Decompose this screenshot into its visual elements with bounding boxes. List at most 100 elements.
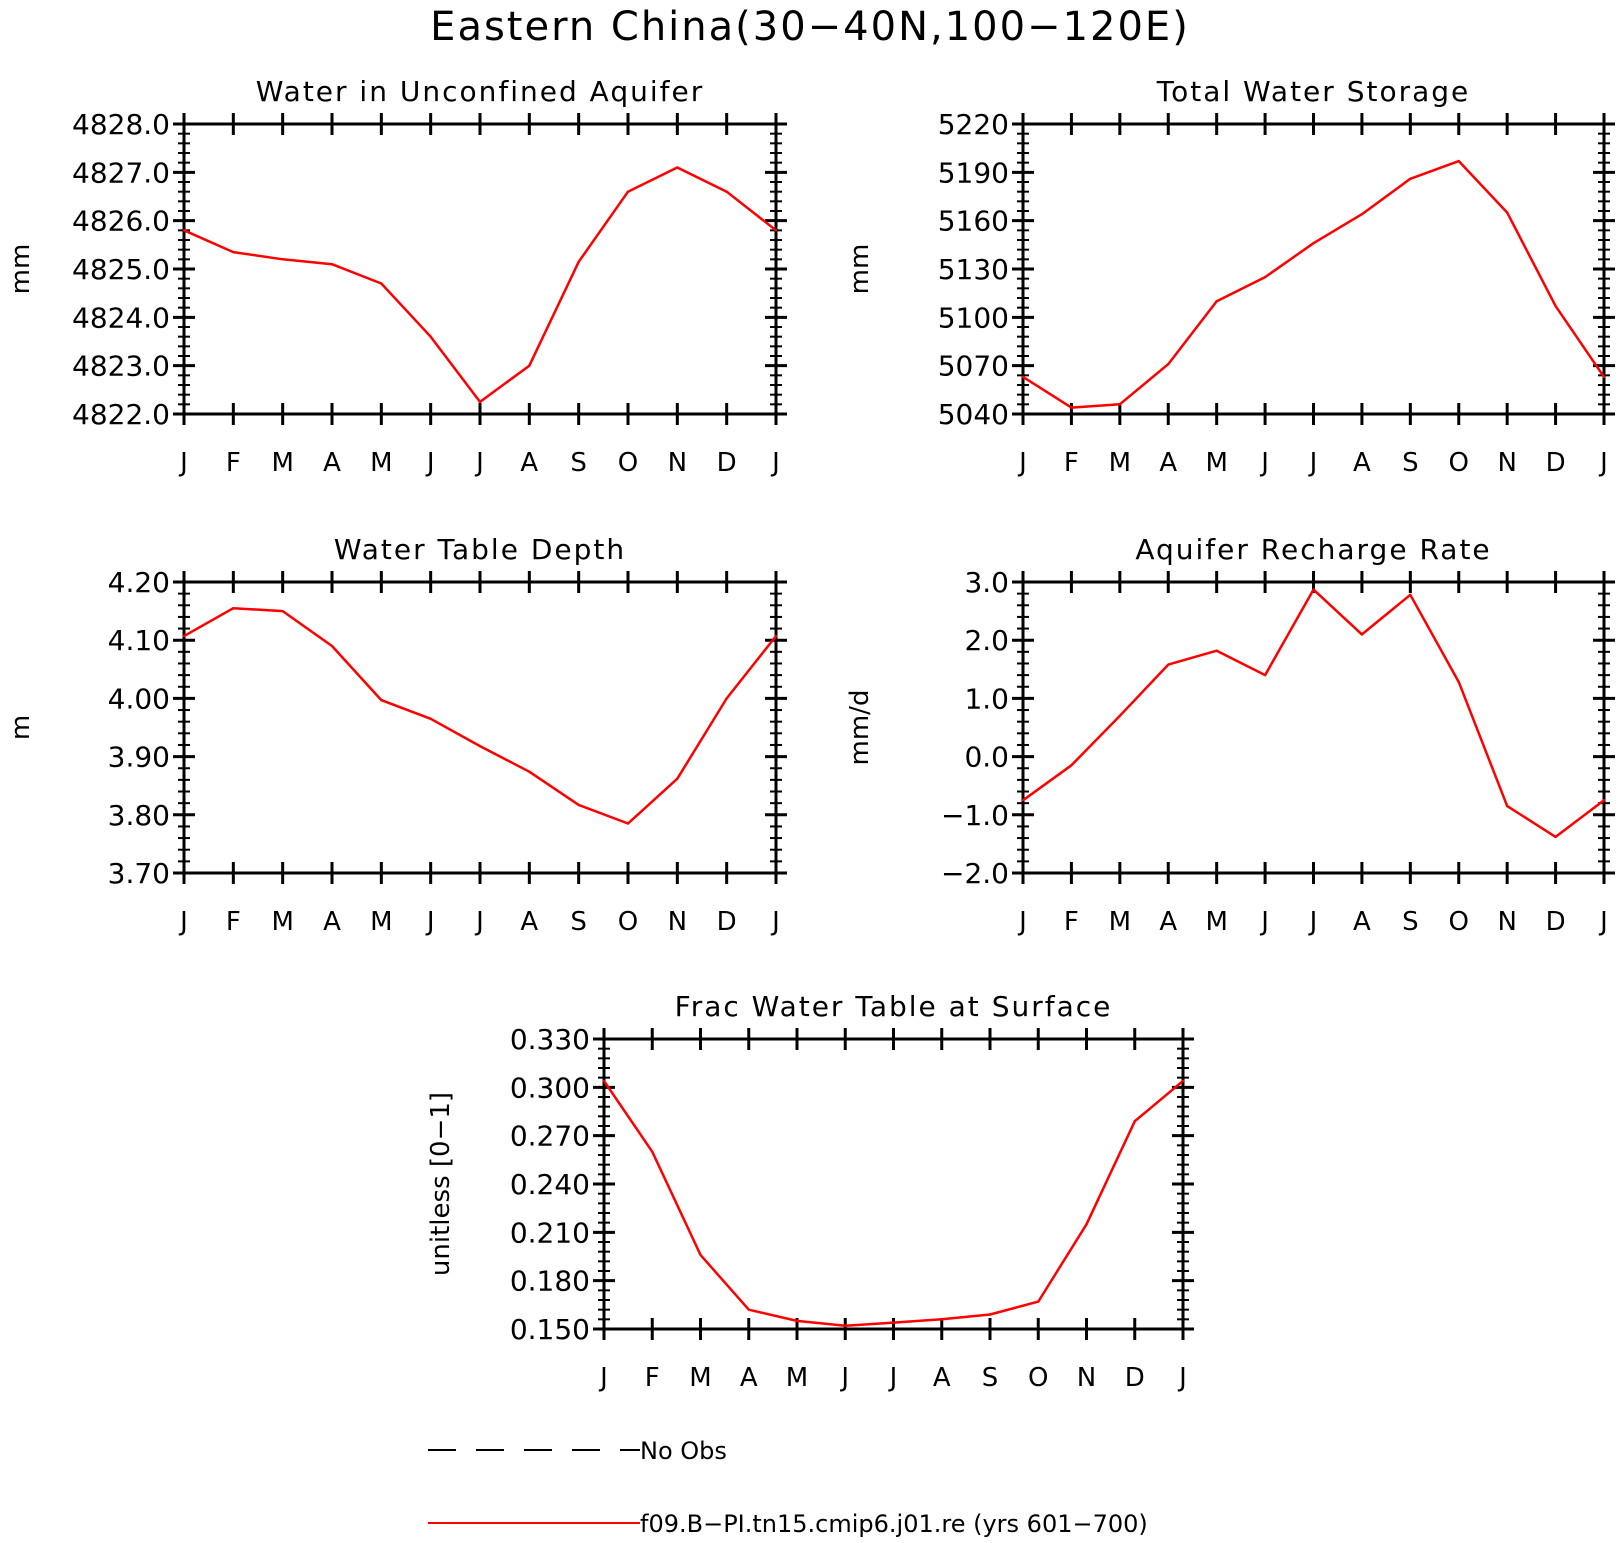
data-point (602, 1079, 606, 1083)
y-tick-label: 4822.0 (72, 398, 170, 431)
y-tick-label: 2.0 (964, 624, 1009, 657)
y-tick-label: 0.150 (510, 1313, 590, 1346)
data-point (626, 190, 630, 193)
data-point (1312, 242, 1315, 245)
data-point (528, 364, 531, 367)
x-tick-label: J (178, 448, 188, 478)
data-point (1312, 588, 1315, 591)
x-tick-label: J (888, 1363, 898, 1393)
data-point (478, 744, 482, 748)
series-line (1022, 588, 1605, 839)
y-axis-label: mm/d (845, 690, 875, 766)
y-tick-label: 0.270 (510, 1120, 590, 1153)
y-tick-label: 5070 (938, 350, 1009, 383)
data-point (1021, 375, 1025, 379)
data-point (182, 634, 186, 638)
x-tick-label: J (1017, 448, 1027, 478)
y-tick-label: 4828.0 (72, 108, 170, 141)
x-tick-label: O (618, 907, 638, 937)
data-point (1263, 673, 1267, 677)
x-tick-label: M (271, 907, 293, 937)
x-tick-label: O (618, 448, 638, 478)
chart-panel-4: Aquifer Recharge Rate −2.0 −1.0 0.0 1.0 2.0 3.… (845, 533, 1615, 937)
data-point (1181, 1079, 1185, 1083)
x-tick-label: N (668, 448, 687, 478)
x-tick-label: J (1308, 448, 1318, 478)
x-tick-label: N (1497, 448, 1516, 478)
y-tick-label: 4823.0 (72, 350, 170, 383)
data-point (1118, 714, 1122, 718)
plot-frame (182, 580, 778, 875)
data-point (1215, 649, 1218, 652)
data-point (725, 697, 728, 700)
data-point (1215, 300, 1218, 303)
x-tick-label: S (570, 448, 587, 478)
x-tick-label: S (1402, 907, 1419, 937)
y-tick-label: 5100 (938, 301, 1009, 334)
data-point (528, 770, 531, 773)
panel-title: Frac Water Table at Surface (675, 990, 1113, 1023)
data-point (1554, 304, 1557, 308)
x-tick-label: A (1353, 448, 1371, 478)
y-tick-label: 1.0 (964, 682, 1009, 715)
x-tick-label: O (1449, 448, 1469, 478)
data-point (478, 400, 482, 404)
x-tick-label: A (1159, 448, 1177, 478)
x-tick-label: F (1064, 448, 1079, 478)
y-axis-label: m (6, 715, 36, 740)
series-line (183, 606, 777, 825)
data-point (1037, 1300, 1040, 1303)
y-axis-label: mm (6, 244, 36, 295)
series-line (602, 1079, 1184, 1328)
x-tick-label: N (668, 907, 687, 937)
y-tick-label: 4826.0 (72, 205, 170, 238)
x-tick-label: J (1259, 448, 1269, 478)
x-tick-label: M (1109, 907, 1131, 937)
x-tick-label: O (1028, 1363, 1048, 1393)
x-tick-label: F (645, 1363, 660, 1393)
data-point (281, 609, 284, 613)
y-tick-label: 5040 (938, 398, 1009, 431)
data-point (676, 166, 679, 169)
panel-title: Water Table Depth (334, 533, 626, 566)
data-point (380, 282, 383, 285)
x-tick-label: J (839, 1363, 849, 1393)
x-tick-label: J (1598, 448, 1608, 478)
data-point (892, 1321, 895, 1324)
data-point (1602, 799, 1606, 802)
data-point (747, 1308, 750, 1311)
x-tick-label: J (178, 907, 188, 937)
panel-title: Water in Unconfined Aquifer (256, 75, 704, 108)
x-tick-label: J (425, 448, 435, 478)
x-tick-label: M (370, 907, 392, 937)
data-point (1263, 275, 1267, 279)
data-point (988, 1313, 992, 1316)
data-point (844, 1324, 847, 1327)
data-point (1070, 406, 1073, 409)
x-tick-label: A (740, 1363, 758, 1393)
x-tick-label: F (226, 907, 241, 937)
y-axis-label: mm (845, 244, 875, 295)
y-tick-label: 5130 (938, 253, 1009, 286)
y-tick-label: 3.90 (108, 741, 170, 774)
data-point (1457, 680, 1460, 684)
chart-panels: Water in Unconfined Aquifer 4822.0 4823.0 4… (6, 75, 1615, 1393)
x-tick-label: M (1205, 907, 1227, 937)
data-point (1602, 375, 1606, 379)
x-tick-label: A (933, 1363, 951, 1393)
data-point (626, 822, 630, 825)
x-tick-label: A (1353, 907, 1371, 937)
y-tick-label: 4825.0 (72, 253, 170, 286)
x-tick-label: A (1159, 907, 1177, 937)
y-tick-label: 3.80 (108, 799, 170, 832)
x-tick-label: M (370, 448, 392, 478)
x-tick-label: A (323, 907, 341, 937)
legend-label: No Obs (640, 1437, 727, 1465)
data-point (774, 229, 778, 232)
data-point (232, 250, 235, 254)
x-tick-label: D (1546, 448, 1566, 478)
y-tick-label: 0.0 (964, 741, 1009, 774)
y-tick-label: −2.0 (941, 857, 1009, 890)
legend: No Obs f09.B−PI.tn15.cmip6.j01.re (yrs 60… (428, 1437, 1148, 1538)
